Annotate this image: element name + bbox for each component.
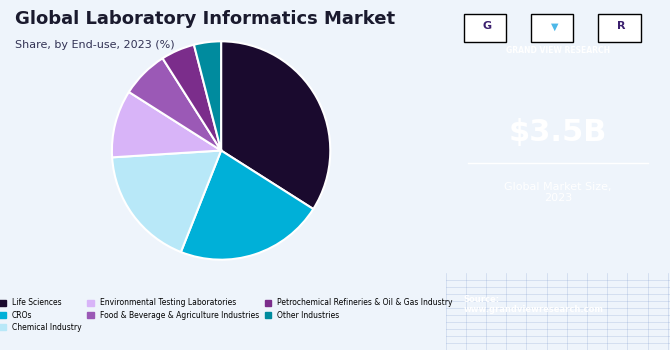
Wedge shape [163,45,221,150]
Wedge shape [129,58,221,150]
Text: Global Laboratory Informatics Market: Global Laboratory Informatics Market [15,10,395,28]
Wedge shape [112,150,221,252]
FancyBboxPatch shape [598,14,641,42]
Wedge shape [181,150,314,260]
Wedge shape [194,41,221,150]
Text: Global Market Size,
2023: Global Market Size, 2023 [504,182,612,203]
Text: R: R [618,21,626,31]
FancyBboxPatch shape [531,14,574,42]
Text: Source:
www.grandviewresearch.com: Source: www.grandviewresearch.com [464,295,604,314]
Legend: Life Sciences, CROs, Chemical Industry, Environmental Testing Laboratories, Food: Life Sciences, CROs, Chemical Industry, … [0,296,455,334]
Text: G: G [482,21,492,31]
FancyBboxPatch shape [464,14,506,42]
Wedge shape [221,41,330,209]
Text: ▼: ▼ [551,22,558,32]
Text: Share, by End-use, 2023 (%): Share, by End-use, 2023 (%) [15,40,175,50]
Text: $3.5B: $3.5B [509,119,607,147]
Wedge shape [112,92,221,158]
Text: GRAND VIEW RESEARCH: GRAND VIEW RESEARCH [506,46,610,55]
